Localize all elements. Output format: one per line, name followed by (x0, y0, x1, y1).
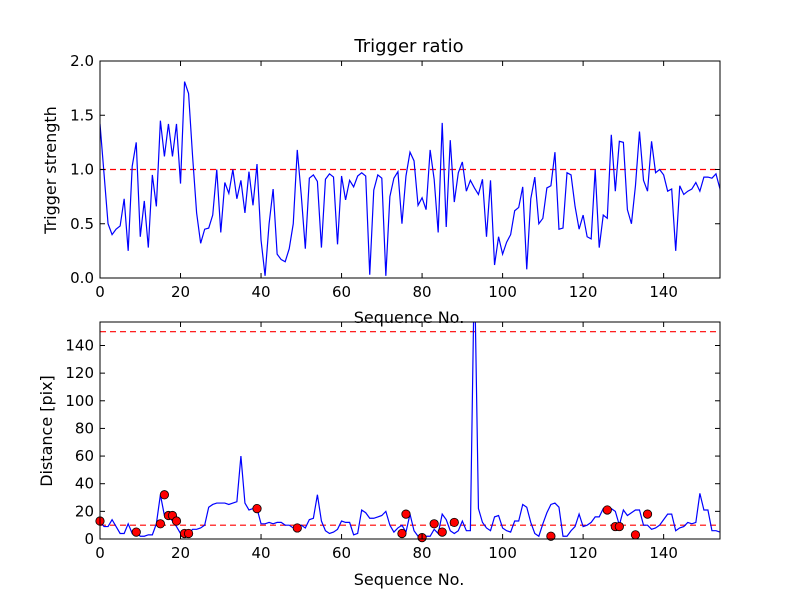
bottom-subplot: Distance [pix] Sequence No. 0 20 40 60 80 100… (37, 321, 721, 589)
x-tick-label: 0 (95, 283, 105, 301)
trigger-marker (449, 517, 459, 528)
bottom-plot-frame (99, 321, 721, 540)
top-plot-frame (99, 60, 721, 279)
trigger-marker (397, 528, 407, 539)
x-tick-label: 0 (95, 544, 105, 562)
trigger-marker (602, 505, 612, 515)
trigger-marker (155, 519, 165, 529)
trigger-marker (183, 528, 194, 539)
x-tick-label: 140 (649, 544, 678, 562)
top-ylabel: Trigger strength (41, 106, 60, 235)
trigger-marker (171, 516, 182, 526)
y-tick-label: 20 (75, 502, 94, 520)
y-tick-label: 0.0 (70, 269, 94, 287)
x-tick-label: 60 (332, 544, 351, 562)
trigger-marker (614, 521, 624, 532)
y-tick-label: 0.5 (70, 215, 94, 233)
trigger-marker (252, 503, 262, 514)
x-tick-label: 140 (649, 283, 678, 301)
x-tick-label: 80 (413, 544, 432, 562)
y-tick-label: 40 (75, 475, 94, 493)
y-tick-label: 140 (65, 336, 94, 354)
y-tick-label: 1.0 (70, 161, 94, 179)
y-tick-label: 1.5 (70, 106, 94, 124)
trigger-marker (429, 519, 439, 529)
x-tick-label: 40 (251, 544, 270, 562)
trigger-marker (159, 490, 170, 500)
trigger-marker (131, 527, 141, 537)
x-tick-label: 20 (171, 544, 190, 562)
x-tick-label: 100 (488, 283, 517, 301)
trigger-marker (401, 509, 411, 519)
trigger-marker (292, 523, 302, 533)
y-tick-label: 100 (65, 392, 94, 410)
y-tick-label: 2.0 (70, 52, 94, 70)
trigger-marker (630, 530, 641, 540)
top-subplot: Trigger ratio Trigger strength Sequence … (41, 36, 721, 327)
x-tick-label: 100 (488, 544, 517, 562)
trigger-marker (642, 509, 653, 519)
trigger-marker (546, 531, 556, 541)
x-tick-label: 60 (332, 283, 351, 301)
trigger-strength-line (100, 81, 720, 276)
x-tick-label: 120 (569, 283, 598, 301)
chart-title: Trigger ratio (353, 36, 463, 57)
x-tick-label: 120 (569, 544, 598, 562)
distance-line (100, 322, 720, 538)
x-tick-label: 40 (251, 283, 270, 301)
y-tick-label: 80 (75, 419, 94, 437)
y-tick-label: 0 (84, 530, 94, 548)
trigger-marker (437, 527, 447, 537)
bottom-ylabel: Distance [pix] (37, 375, 56, 487)
y-tick-label: 120 (65, 364, 94, 382)
x-tick-label: 20 (171, 283, 190, 301)
top-xlabel: Sequence No. (354, 308, 465, 327)
x-tick-label: 80 (413, 283, 432, 301)
y-tick-label: 60 (75, 447, 94, 465)
bottom-xlabel: Sequence No. (354, 570, 465, 589)
